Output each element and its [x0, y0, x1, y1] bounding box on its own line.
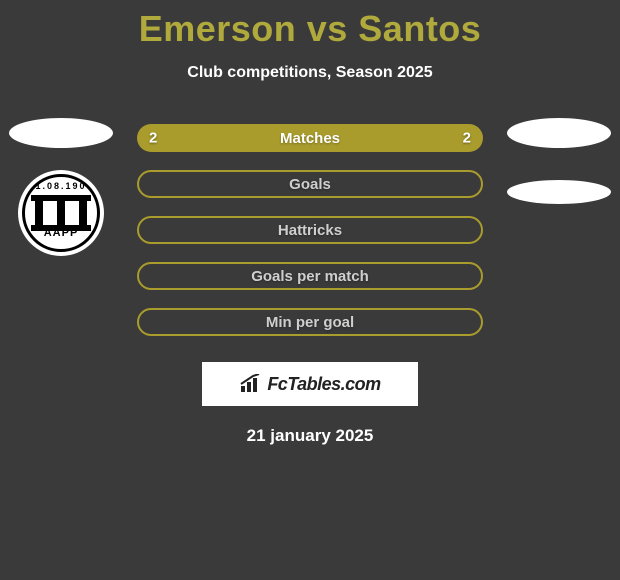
right-player-column — [504, 118, 614, 204]
stat-label: Goals per match — [251, 268, 369, 285]
player-silhouette-right — [507, 118, 611, 148]
club-crest-left: 1.08.190 AAPP — [18, 170, 104, 256]
brand-box[interactable]: FcTables.com — [202, 362, 418, 406]
stat-row-goals: Goals — [137, 170, 483, 198]
stat-row-min-per-goal: Min per goal — [137, 308, 483, 336]
player-silhouette-left — [9, 118, 113, 148]
stat-row-matches: 2 Matches 2 — [137, 124, 483, 152]
footer-date: 21 january 2025 — [0, 426, 620, 446]
brand-text: FcTables.com — [267, 374, 380, 395]
stats-rows: 2 Matches 2 Goals Hattricks Goals per ma… — [137, 124, 483, 336]
stat-left-value: 2 — [149, 130, 157, 147]
bar-chart-icon — [239, 374, 263, 394]
comparison-panel: 1.08.190 AAPP 2 Matches 2 Goals Hattrick… — [0, 124, 620, 446]
stat-label: Min per goal — [266, 314, 354, 331]
stat-label: Hattricks — [278, 222, 342, 239]
stat-label: Matches — [280, 130, 340, 147]
stat-row-hattricks: Hattricks — [137, 216, 483, 244]
club-silhouette-right — [507, 180, 611, 204]
crest-top-text: 1.08.190 — [25, 181, 97, 191]
page-subtitle: Club competitions, Season 2025 — [0, 64, 620, 82]
stat-label: Goals — [289, 176, 331, 193]
page-title: Emerson vs Santos — [0, 0, 620, 50]
crest-acronym: AAPP — [25, 227, 97, 239]
stat-row-goals-per-match: Goals per match — [137, 262, 483, 290]
left-player-column: 1.08.190 AAPP — [6, 118, 116, 256]
stat-right-value: 2 — [463, 130, 471, 147]
